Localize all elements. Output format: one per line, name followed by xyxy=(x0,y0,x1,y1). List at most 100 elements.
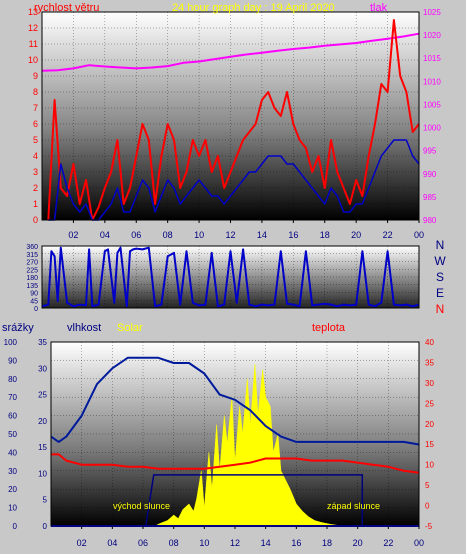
temperature-tick-label: 0 xyxy=(425,502,430,511)
wind-tick-label: 1 xyxy=(33,199,38,209)
rain-tick-label: 100 xyxy=(4,338,18,347)
pressure-tick-label: 1010 xyxy=(423,77,441,86)
rain-tick-label: 90 xyxy=(8,356,17,365)
x-tick-label: 04 xyxy=(100,230,110,240)
temperature-tick-label: 10 xyxy=(425,461,434,470)
solar-axis-label: Solar xyxy=(117,322,143,334)
wind-plot-area xyxy=(42,12,419,220)
axis-labels: 0123456789101112139809859909951000100510… xyxy=(4,7,447,548)
wind-tick-label: 13 xyxy=(28,7,38,17)
rain-tick-label: 50 xyxy=(8,430,17,439)
wind-tick-label: 12 xyxy=(28,23,38,33)
direction-tick-label: 180 xyxy=(26,275,38,282)
x-tick-label: 22 xyxy=(383,230,393,240)
x-tick-label: 02 xyxy=(77,538,87,548)
rain-tick-label: 10 xyxy=(8,504,17,513)
temperature-tick-label: 25 xyxy=(425,399,434,408)
x-tick-label: 12 xyxy=(230,538,240,548)
x-tick-label: 16 xyxy=(288,230,298,240)
x-tick-label: 12 xyxy=(225,230,235,240)
wind-tick-label: 5 xyxy=(33,135,38,145)
x-tick-label: 16 xyxy=(291,538,301,548)
x-tick-label: 04 xyxy=(107,538,117,548)
pressure-tick-label: 1025 xyxy=(423,8,441,17)
compass-label: N xyxy=(436,238,445,252)
humidity-tick-label: 30 xyxy=(38,364,47,373)
wind-direction-line xyxy=(41,246,420,308)
humidity-axis-label: vlhkost xyxy=(67,322,101,334)
temperature-tick-label: 30 xyxy=(425,379,434,388)
rain-tick-label: 60 xyxy=(8,412,17,421)
x-tick-label: 06 xyxy=(138,538,148,548)
humidity-tick-label: 15 xyxy=(38,443,47,452)
x-tick-label: 10 xyxy=(199,538,209,548)
direction-tick-label: 270 xyxy=(26,260,38,267)
wind-tick-label: 4 xyxy=(33,151,38,161)
chart-title: 24 hour graph day : 19 April 2020 xyxy=(172,2,335,14)
x-tick-label: 02 xyxy=(68,230,78,240)
wind-series xyxy=(41,19,420,221)
x-tick-label: 00 xyxy=(414,538,424,548)
humidity-tick-label: 0 xyxy=(43,522,48,531)
temperature-tick-label: 20 xyxy=(425,420,434,429)
compass-label: W xyxy=(434,254,446,268)
x-tick-label: 06 xyxy=(131,230,141,240)
x-tick-label: 22 xyxy=(383,538,393,548)
direction-tick-label: 225 xyxy=(26,267,38,274)
pressure-tick-label: 980 xyxy=(423,216,437,225)
x-tick-label: 14 xyxy=(257,230,267,240)
x-tick-label: 08 xyxy=(169,538,179,548)
rain-axis-label: srážky xyxy=(2,322,34,334)
humidity-tick-label: 35 xyxy=(38,338,47,347)
humidity-tick-label: 10 xyxy=(38,469,47,478)
wind-tick-label: 9 xyxy=(33,71,38,81)
temperature-axis-label: teplota xyxy=(312,322,346,334)
humidity-line xyxy=(50,356,420,446)
humidity-tick-label: 5 xyxy=(43,496,48,505)
pressure-axis-label: tlak xyxy=(370,2,388,14)
compass-label: N xyxy=(436,302,445,316)
temperature-tick-label: 15 xyxy=(425,440,434,449)
wind-tick-label: 8 xyxy=(33,87,38,97)
direction-series xyxy=(41,246,420,308)
pressure-tick-label: 990 xyxy=(423,170,437,179)
wind-plot-border xyxy=(41,11,420,221)
rain-tick-label: 40 xyxy=(8,448,17,457)
temperature-tick-label: 5 xyxy=(425,481,430,490)
compass-label: E xyxy=(436,286,444,300)
x-tick-label: 18 xyxy=(322,538,332,548)
rain-tick-label: 30 xyxy=(8,467,17,476)
direction-plot-border xyxy=(41,245,420,309)
climate-plot-border xyxy=(50,341,420,527)
solar-area xyxy=(51,364,419,527)
wind-gust-line xyxy=(47,19,420,221)
sunset-label: západ slunce xyxy=(327,501,380,511)
pressure-tick-label: 995 xyxy=(423,147,437,156)
pressure-tick-label: 1015 xyxy=(423,54,441,63)
wind-average-line xyxy=(48,139,420,221)
x-tick-label: 14 xyxy=(261,538,271,548)
pressure-tick-label: 1005 xyxy=(423,100,441,109)
x-tick-label: 20 xyxy=(353,538,363,548)
rain-tick-label: 20 xyxy=(8,485,17,494)
x-tick-label: 08 xyxy=(163,230,173,240)
rain-tick-label: 70 xyxy=(8,393,17,402)
wind-tick-label: 10 xyxy=(28,55,38,65)
wind-axis-label: rychlost větru xyxy=(34,2,99,14)
wind-tick-label: 3 xyxy=(33,167,38,177)
sunrise-label: východ slunce xyxy=(113,501,170,511)
wind-tick-label: 11 xyxy=(29,39,38,49)
pressure-tick-label: 1000 xyxy=(423,124,441,133)
wind-tick-label: 0 xyxy=(33,215,38,225)
humidity-tick-label: 25 xyxy=(38,391,47,400)
direction-tick-label: 360 xyxy=(26,244,38,251)
x-tick-label: 18 xyxy=(320,230,330,240)
pressure-tick-label: 985 xyxy=(423,193,437,202)
x-tick-label: 00 xyxy=(414,230,424,240)
temperature-line xyxy=(51,453,420,474)
x-tick-label: 10 xyxy=(194,230,204,240)
wind-tick-label: 7 xyxy=(33,103,38,113)
temperature-tick-label: 35 xyxy=(425,358,434,367)
